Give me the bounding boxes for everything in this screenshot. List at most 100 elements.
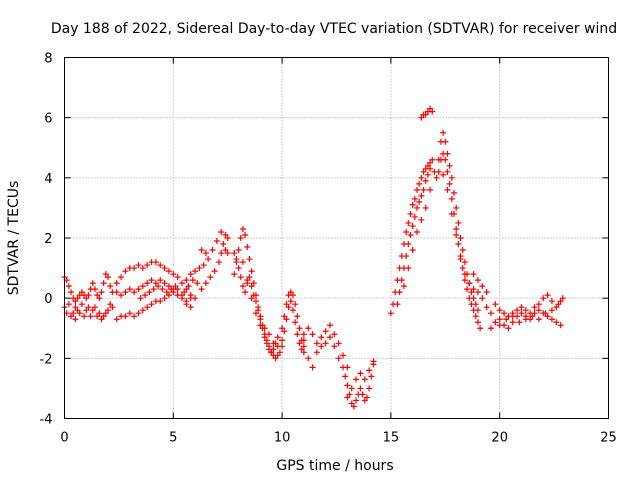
data-point — [433, 174, 440, 181]
data-point — [514, 307, 521, 314]
data-point — [298, 346, 305, 353]
data-point — [440, 129, 447, 136]
data-point — [442, 138, 449, 145]
data-point — [170, 271, 177, 278]
data-point — [233, 256, 240, 263]
data-point — [448, 210, 455, 217]
data-point — [348, 400, 355, 407]
data-point — [548, 298, 555, 305]
data-point — [300, 337, 307, 344]
data-point — [468, 289, 475, 296]
data-point — [172, 283, 179, 290]
data-point — [559, 295, 566, 302]
data-point — [194, 280, 201, 287]
x-tick-label: 20 — [491, 431, 508, 446]
data-point — [157, 298, 164, 305]
data-point — [387, 310, 394, 317]
data-point — [137, 295, 144, 302]
data-point — [68, 313, 75, 320]
data-point — [518, 304, 525, 311]
data-point — [279, 343, 286, 350]
data-point — [70, 310, 77, 317]
data-point — [400, 283, 407, 290]
data-point — [411, 213, 418, 220]
data-point — [470, 271, 477, 278]
data-point — [231, 250, 238, 257]
data-point — [344, 382, 351, 389]
data-point — [542, 310, 549, 317]
data-point — [535, 307, 542, 314]
data-point — [279, 325, 286, 332]
data-point — [246, 274, 253, 281]
data-point — [535, 316, 542, 323]
data-point — [270, 346, 277, 353]
data-point — [165, 283, 172, 290]
data-point — [261, 325, 268, 332]
data-point — [283, 316, 290, 323]
data-point — [435, 168, 442, 175]
data-point — [131, 265, 138, 272]
data-point — [531, 304, 538, 311]
data-point — [309, 331, 316, 338]
data-point — [496, 307, 503, 314]
x-tick-label: 25 — [600, 431, 617, 446]
data-point — [344, 394, 351, 401]
data-point — [444, 186, 451, 193]
data-point — [102, 271, 109, 278]
data-point — [222, 247, 229, 254]
y-tick-label: -4 — [40, 413, 53, 428]
data-point — [331, 331, 338, 338]
data-point — [529, 313, 536, 320]
data-point — [85, 292, 92, 299]
data-point — [224, 235, 231, 241]
y-axis-label: SDTVAR / TECUs — [6, 181, 22, 296]
data-point — [407, 231, 414, 238]
data-point — [348, 385, 355, 392]
grid — [64, 57, 609, 419]
data-point — [466, 295, 473, 302]
data-point — [148, 277, 155, 284]
data-point — [540, 295, 547, 302]
data-point — [407, 210, 414, 217]
data-point — [239, 259, 246, 266]
data-point — [107, 283, 114, 290]
data-point — [300, 349, 307, 356]
data-point — [461, 271, 468, 278]
data-point — [285, 304, 292, 311]
data-point — [446, 180, 453, 187]
data-point — [422, 111, 429, 118]
data-point — [409, 247, 416, 254]
data-point — [326, 322, 333, 329]
data-point — [187, 295, 194, 302]
data-point — [548, 307, 555, 314]
data-point — [202, 280, 209, 287]
data-point — [152, 259, 159, 266]
data-point — [296, 325, 303, 332]
data-point — [544, 292, 551, 299]
data-point — [444, 168, 451, 175]
data-point — [94, 292, 101, 299]
data-point — [215, 259, 222, 266]
data-point — [74, 307, 81, 314]
data-point — [418, 174, 425, 181]
chart-title: Day 188 of 2022, Sidereal Day-to-day VTE… — [51, 21, 617, 37]
data-point — [139, 265, 146, 272]
data-point — [427, 186, 434, 193]
data-point — [122, 313, 129, 320]
data-point — [459, 265, 466, 272]
data-point — [429, 108, 436, 115]
data-point — [322, 328, 329, 335]
data-point — [296, 340, 303, 347]
data-point — [181, 289, 188, 296]
data-point — [131, 289, 138, 296]
data-point — [174, 286, 181, 293]
data-point — [479, 283, 486, 290]
data-point — [126, 286, 133, 293]
data-point — [107, 301, 114, 308]
data-point — [211, 268, 218, 275]
data-point — [98, 316, 105, 323]
data-point — [78, 289, 85, 296]
data-point — [313, 340, 320, 347]
data-point — [461, 259, 468, 266]
data-point — [455, 219, 462, 226]
